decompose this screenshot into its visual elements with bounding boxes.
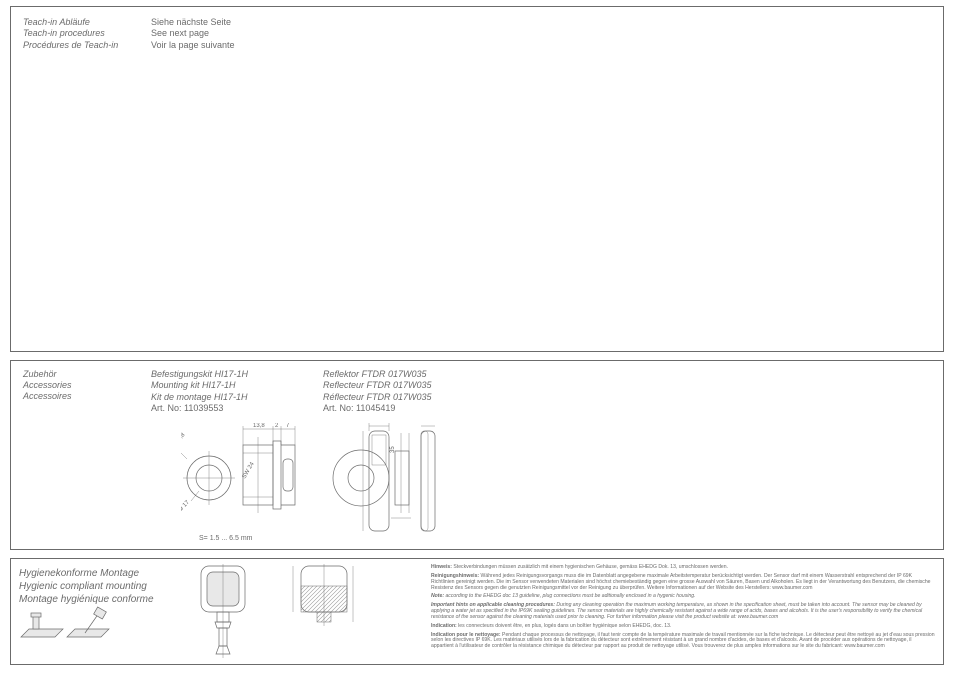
indn-text: Pendant chaque processus de nettoyage, i… (431, 632, 935, 650)
hyg-fr: Montage hygiénique conforme (19, 593, 189, 606)
dim-sw: SW 24 (242, 461, 257, 480)
legal-text-block: Hinweis: Steckverbindungen müssen zusätz… (431, 565, 935, 653)
accessories-headings: Zubehör Accessories Accessoires (23, 369, 133, 401)
acc-heading-de: Zubehör (23, 369, 133, 380)
note-text: according to the EHEDG doc 13 guideline,… (445, 593, 695, 599)
hygiene-headings: Hygienekonforme Montage Hygienic complia… (19, 567, 189, 646)
teachin-heading-de: Teach-in Abläufe (23, 17, 143, 28)
hinweis-label: Hinweis: (431, 564, 452, 570)
teachin-heading-fr: Procédures de Teach-in (23, 40, 143, 51)
teachin-headings: Teach-in Abläufe Teach-in procedures Pro… (23, 17, 143, 51)
reflector-drawing: 18 110 35 17 (361, 423, 491, 543)
hygiene-icons (19, 606, 169, 646)
acc-heading-en: Accessories (23, 380, 133, 391)
teachin-heading-en: Teach-in procedures (23, 28, 143, 39)
dim-refl-w: 18 (375, 423, 382, 424)
ind-text: les connecteurs doivent être, en plus, l… (458, 623, 671, 629)
ind-label: Indication: (431, 623, 457, 629)
acc1-fr: Kit de montage HI17-1H (151, 392, 321, 403)
teachin-notes: Siehe nächste Seite See next page Voir l… (151, 17, 235, 51)
dim-2: 2 (275, 423, 279, 429)
rein-text: Während jedes Reinigungsvorgangs muss di… (431, 573, 930, 591)
hinweis-text: Steckverbindungen müssen zusätzlich mit … (453, 564, 728, 570)
acc2-art: Art. No: 11045419 (323, 403, 493, 414)
teachin-note-de: Siehe nächste Seite (151, 17, 235, 28)
teachin-note-fr: Voir la page suivante (151, 40, 235, 51)
teachin-note-en: See next page (151, 28, 235, 39)
acc-heading-fr: Accessoires (23, 391, 133, 402)
acc2-fr: Réflecteur FTDR 017W035 (323, 392, 493, 403)
s-range-label: S= 1.5 ... 6.5 mm (199, 535, 253, 542)
hyg-en: Hygienic compliant mounting (19, 580, 189, 593)
acc2-en: Reflecteur FTDR 017W035 (323, 380, 493, 391)
accessory-mounting-kit: Befestigungskit HI17-1H Mounting kit HI1… (151, 369, 321, 414)
hyg-de: Hygienekonforme Montage (19, 567, 189, 580)
acc2-de: Reflektor FTDR 017W035 (323, 369, 493, 380)
note-label: Note: (431, 593, 444, 599)
hygiene-drawing (191, 564, 421, 662)
dim-ring-inner: ø 17 (181, 499, 191, 512)
acc1-de: Befestigungskit HI17-1H (151, 369, 321, 380)
dim-13-8: 13,8 (253, 423, 265, 429)
accessory-reflector: Reflektor FTDR 017W035 Reflecteur FTDR 0… (323, 369, 493, 414)
accessories-section: Zubehör Accessories Accessoires Befestig… (10, 360, 944, 550)
hygiene-section: Hygienekonforme Montage Hygienic complia… (10, 558, 944, 665)
dim-refl-d: 17 (423, 423, 430, 424)
dim-ring-outer: ø 25,8 (181, 432, 187, 449)
dim-7: 7 (286, 423, 290, 429)
teachin-section: Teach-in Abläufe Teach-in procedures Pro… (10, 6, 944, 352)
acc1-en: Mounting kit HI17-1H (151, 380, 321, 391)
acc1-art: Art. No: 11039553 (151, 403, 321, 414)
dim-refl-face: 35 (390, 446, 396, 453)
